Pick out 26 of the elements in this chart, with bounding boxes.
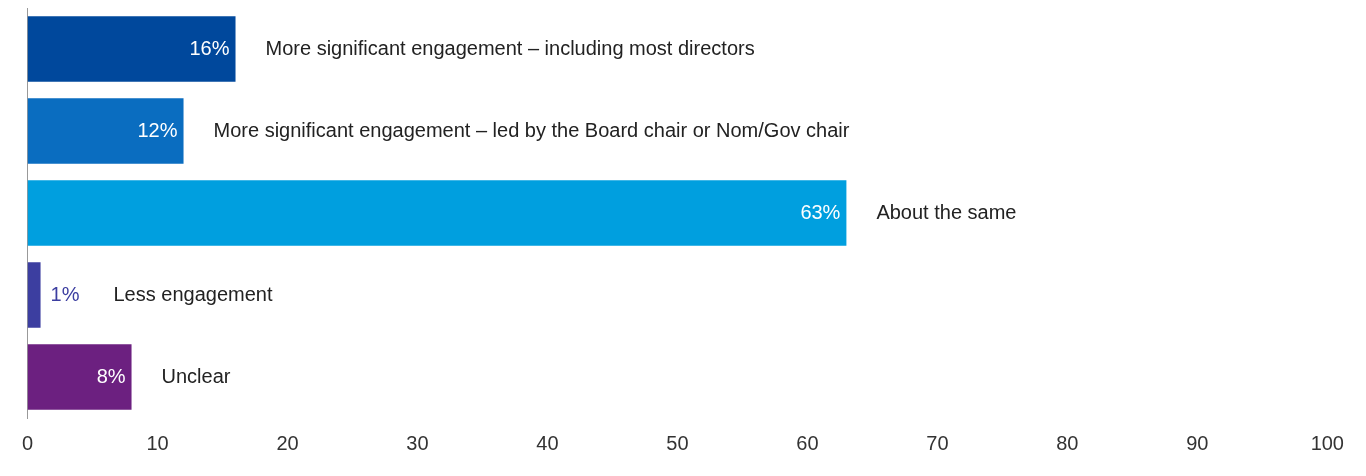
data-label: 16% <box>189 36 230 59</box>
x-tick-label: 40 <box>536 431 559 454</box>
y-tick-label: Less engagement <box>113 282 273 305</box>
y-tick-label: About the same <box>876 200 1017 223</box>
data-label: 8% <box>96 364 126 387</box>
bar <box>27 16 236 82</box>
x-tick-label: 90 <box>1186 431 1209 454</box>
y-tick-label: More significant engagement – led by the Board chair or Nom/Gov chair <box>213 118 850 141</box>
x-tick-label: 30 <box>406 431 429 454</box>
bar <box>27 98 184 164</box>
x-tick-label: 50 <box>666 431 689 454</box>
data-label: 1% <box>50 282 80 305</box>
x-tick-label: 100 <box>1310 431 1344 454</box>
bar <box>27 180 847 246</box>
data-label: 63% <box>800 200 841 223</box>
y-tick-label: Unclear <box>161 364 231 387</box>
x-tick-label: 10 <box>146 431 169 454</box>
x-tick-label: 60 <box>796 431 819 454</box>
x-tick-label: 0 <box>22 431 34 454</box>
bar <box>27 344 132 410</box>
bar <box>27 262 41 328</box>
x-tick-label: 20 <box>276 431 299 454</box>
x-tick-label: 80 <box>1056 431 1079 454</box>
data-label: 12% <box>137 118 178 141</box>
x-tick-label: 70 <box>926 431 949 454</box>
y-tick-label: More significant engagement – including most directors <box>265 36 755 59</box>
